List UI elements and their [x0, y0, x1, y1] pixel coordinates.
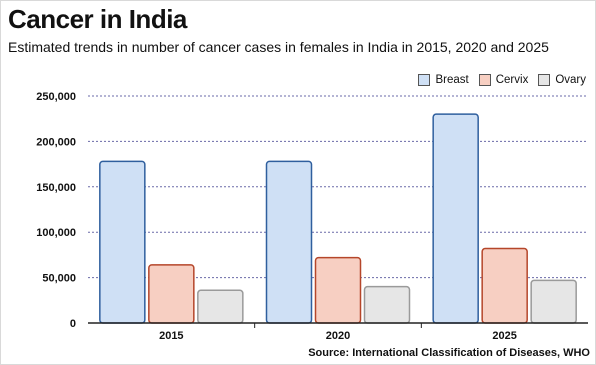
source-note: Source: International Classification of …	[308, 347, 590, 359]
legend-label-cervix: Cervix	[495, 74, 529, 86]
legend-swatch-breast	[418, 74, 431, 86]
legend-item-cervix: Cervix	[478, 74, 529, 86]
bar-cervix-2020	[314, 256, 362, 324]
bar-breast-2020	[265, 160, 313, 324]
chart-subtitle: Estimated trends in number of cancer cas…	[8, 39, 549, 55]
legend-item-ovary: Ovary	[538, 74, 586, 86]
x-tick-label: 2025	[492, 330, 516, 342]
bar-ovary-2020	[363, 285, 411, 324]
y-axis: 0 50,000 100,000 150,000 200,000 250,000	[36, 91, 76, 330]
y-tick-label: 50,000	[42, 273, 76, 285]
x-tick-label: 2015	[159, 330, 183, 342]
bars	[99, 113, 577, 324]
chart-title: Cancer in India	[8, 4, 187, 34]
chart-legend: Breast Cervix Ovary	[418, 74, 586, 86]
y-tick-label: 200,000	[36, 136, 76, 148]
y-tick-label: 100,000	[36, 227, 76, 239]
bar-cervix-2015	[148, 264, 195, 324]
bar-breast-2025	[432, 113, 479, 324]
legend-swatch-cervix	[478, 74, 491, 86]
bar-ovary-2025	[530, 279, 577, 324]
x-axis: 2015 2020 2025	[88, 322, 588, 342]
legend-swatch-ovary	[538, 74, 551, 86]
legend-item-breast: Breast	[418, 74, 469, 86]
legend-label-breast: Breast	[435, 74, 469, 86]
x-tick-label: 2020	[326, 330, 350, 342]
bar-cervix-2025	[481, 247, 528, 324]
bar-breast-2015	[99, 160, 146, 324]
y-tick-label: 150,000	[36, 182, 76, 194]
legend-label-ovary: Ovary	[555, 74, 586, 86]
bar-ovary-2015	[197, 289, 244, 324]
y-tick-label: 0	[70, 318, 76, 330]
y-tick-label: 250,000	[36, 91, 76, 103]
